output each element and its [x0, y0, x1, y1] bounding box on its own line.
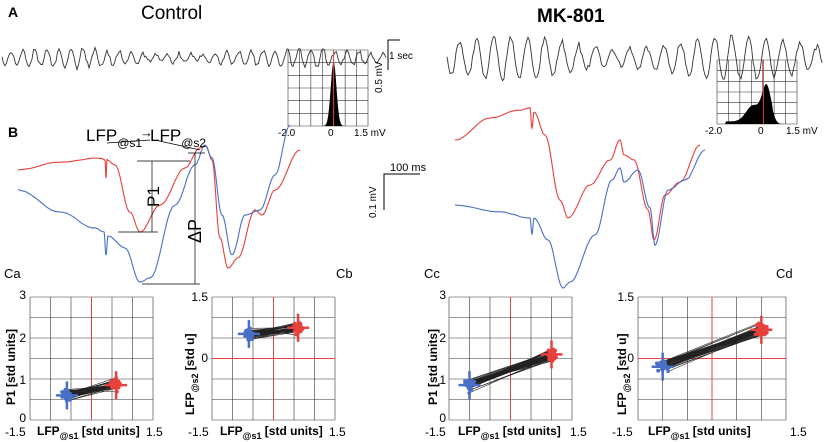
- scalebar-b-time: 100 ms: [390, 162, 427, 174]
- label-arrow: →: [140, 125, 153, 140]
- scatter-point-pre: [658, 360, 663, 365]
- lfp-trace-control: [1, 46, 387, 71]
- label-delta-p: ΔP: [185, 219, 205, 243]
- cc-ytick-2: 2: [439, 331, 446, 345]
- cc-ylabel: P1 [std units]: [426, 329, 440, 405]
- cd-ytick-max: 1.5: [617, 290, 634, 304]
- scatter-point-pre: [463, 379, 467, 383]
- scatter-point-post: [292, 321, 297, 326]
- scalebar-b-voltage: 0.1 mV: [368, 186, 379, 218]
- scatter-pair-line: [464, 350, 556, 382]
- cb-ytick-zero: 0: [201, 351, 208, 365]
- cc-xtick-max: 1.5: [570, 425, 587, 439]
- lfp-trace-mk801: [446, 34, 823, 82]
- avg-trace-blue-mk801: [454, 149, 706, 289]
- ca-xtick-max: 1.5: [146, 425, 163, 439]
- scatter-point-pre: [472, 379, 477, 384]
- scatter-pair-line: [470, 355, 555, 388]
- cd-ytick-zero: 0: [627, 351, 634, 365]
- scalebar-a-time: 1 sec: [389, 51, 413, 62]
- annotation-lines: [106, 139, 205, 285]
- scatter-pair-line: [656, 328, 762, 364]
- scatter-pair-line: [657, 328, 760, 367]
- hist-control-xzero: 0: [328, 128, 334, 139]
- scatter-point-pre: [654, 361, 659, 366]
- ca-xtick-min: -1.5: [5, 425, 26, 439]
- scatter-point-post: [763, 324, 768, 329]
- cb-xlabel: LFP@s1 [std units]: [220, 424, 323, 441]
- ca-ylabel: P1 [std units]: [4, 329, 18, 405]
- cb-ytick-max: 1.5: [191, 290, 208, 304]
- avg-trace-blue-control: [17, 124, 291, 283]
- panel-label-a: A: [8, 4, 18, 20]
- scatter-point-post: [753, 332, 758, 337]
- ca-xlabel: LFP@s1 [std units]: [37, 424, 140, 441]
- scatter-pair-line: [468, 357, 553, 382]
- cb-xtick-max: 1.5: [329, 425, 346, 439]
- panel-label-ca: Ca: [4, 266, 21, 281]
- cd-xtick-max: 1.5: [790, 425, 807, 439]
- cc-xlabel: LFP@s1 [std units]: [458, 424, 561, 441]
- scatter-point-pre: [244, 329, 248, 333]
- scatter-plot-cd: [637, 296, 787, 421]
- cd-xlabel: LFP@s1 [std units]: [648, 424, 751, 441]
- ca-ytick-1: 1: [19, 373, 26, 387]
- scatter-point-post: [756, 321, 761, 326]
- ca-ytick-0: 0: [19, 411, 26, 425]
- cb-xtick-min: -1.5: [188, 425, 209, 439]
- scatter-point-post: [110, 379, 115, 383]
- hist-mk-xmin: -2.0: [705, 126, 723, 137]
- title-control: Control: [141, 3, 202, 24]
- histogram-mk801: [716, 59, 798, 125]
- hist-mk-xzero: 0: [758, 126, 764, 137]
- scatter-pair-line: [252, 330, 300, 340]
- scatter-pair-line: [663, 334, 760, 369]
- cc-ytick-1: 1: [439, 373, 446, 387]
- label-lfp-s2: LFP@s2: [150, 126, 206, 150]
- scatter-plot-cc: [448, 296, 573, 421]
- cd-xtick-min: -1.5: [612, 425, 633, 439]
- cd-ylabel: LFP@s2 [std u]: [615, 334, 632, 415]
- label-lfp-s1: LFP@s1: [86, 126, 142, 150]
- scatter-pair-line: [662, 326, 766, 369]
- title-mk801: MK-801: [537, 6, 605, 27]
- panel-label-cb: Cb: [336, 266, 353, 281]
- avg-trace-red-mk801: [454, 107, 701, 241]
- scatter-pair-line: [70, 387, 118, 401]
- cc-ytick-3: 3: [439, 288, 446, 302]
- hist-control-xmin: -2.0: [278, 128, 296, 139]
- scatter-plot-ca: [29, 296, 154, 421]
- scatter-pair-line: [660, 322, 759, 363]
- avg-trace-red-control: [17, 145, 301, 269]
- ca-ytick-2: 2: [19, 331, 26, 345]
- scatter-point-post: [553, 348, 558, 353]
- hist-mk-xmax: 1.5 mV: [786, 126, 818, 137]
- scatter-pair-line: [466, 350, 550, 386]
- hist-area: [717, 84, 797, 124]
- ca-ytick-3: 3: [19, 288, 26, 302]
- hist-area: [288, 62, 368, 126]
- scalebar-a: [387, 39, 400, 70]
- scatter-point-post: [757, 332, 761, 337]
- cb-ylabel: LFP@s2 [std u]: [183, 334, 200, 415]
- scatter-point-pre: [666, 369, 670, 374]
- hist-control-xmax: 1.5 mV: [354, 128, 386, 139]
- scatter-point-pre: [656, 369, 660, 373]
- scatter-plot-cb: [211, 296, 336, 421]
- panel-label-b: B: [8, 124, 18, 140]
- scatter-pair-line: [661, 330, 765, 367]
- scalebar-a-voltage: 0.5 mV: [374, 61, 385, 93]
- scatter-pair-line: [663, 330, 761, 364]
- scalebar-b: [383, 173, 420, 210]
- cc-ytick-0: 0: [439, 411, 446, 425]
- panel-label-cd: Cd: [776, 266, 793, 281]
- histogram-control: [287, 49, 369, 127]
- panel-label-cc: Cc: [424, 266, 440, 281]
- scatter-pair-line: [247, 329, 297, 335]
- cc-xtick-min: -1.5: [425, 425, 446, 439]
- label-p1: P1: [144, 186, 163, 207]
